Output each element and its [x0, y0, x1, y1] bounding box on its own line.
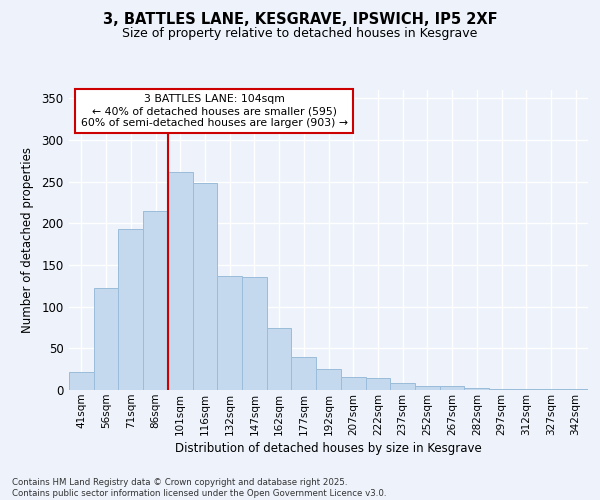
- Bar: [94, 288, 118, 390]
- Bar: [267, 328, 292, 390]
- Bar: [563, 389, 588, 390]
- Bar: [440, 386, 464, 390]
- Bar: [118, 229, 143, 390]
- Bar: [217, 276, 242, 390]
- Bar: [143, 211, 168, 390]
- Bar: [242, 276, 267, 390]
- Bar: [464, 388, 489, 390]
- Text: 3 BATTLES LANE: 104sqm
← 40% of detached houses are smaller (595)
60% of semi-de: 3 BATTLES LANE: 104sqm ← 40% of detached…: [81, 94, 348, 128]
- Bar: [316, 369, 341, 390]
- Bar: [292, 356, 316, 390]
- X-axis label: Distribution of detached houses by size in Kesgrave: Distribution of detached houses by size …: [175, 442, 482, 455]
- Bar: [514, 389, 539, 390]
- Text: Contains HM Land Registry data © Crown copyright and database right 2025.
Contai: Contains HM Land Registry data © Crown c…: [12, 478, 386, 498]
- Text: 3, BATTLES LANE, KESGRAVE, IPSWICH, IP5 2XF: 3, BATTLES LANE, KESGRAVE, IPSWICH, IP5 …: [103, 12, 497, 28]
- Bar: [539, 389, 563, 390]
- Y-axis label: Number of detached properties: Number of detached properties: [21, 147, 34, 333]
- Bar: [390, 382, 415, 390]
- Bar: [193, 184, 217, 390]
- Bar: [365, 378, 390, 390]
- Bar: [341, 376, 365, 390]
- Bar: [168, 172, 193, 390]
- Bar: [415, 386, 440, 390]
- Bar: [489, 389, 514, 390]
- Text: Size of property relative to detached houses in Kesgrave: Size of property relative to detached ho…: [122, 28, 478, 40]
- Bar: [69, 372, 94, 390]
